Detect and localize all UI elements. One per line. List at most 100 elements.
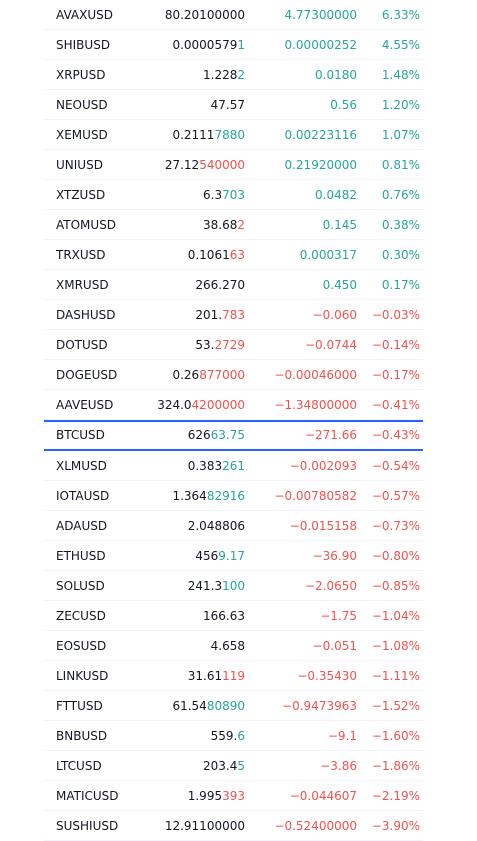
symbol-name: BNBUSD bbox=[56, 729, 108, 743]
watchlist-row-dashusd[interactable]: DASHUSD 201.783 −0.060 −0.03% bbox=[44, 300, 423, 330]
change-percent: −2.19% bbox=[371, 789, 420, 803]
last-price-base: 0.1061 bbox=[187, 248, 230, 262]
change-value: 0.00000252 bbox=[284, 38, 357, 52]
watchlist-row-xlmusd[interactable]: XLMUSD 0.383261 −0.002093 −0.54% bbox=[44, 451, 423, 481]
last-price: 1.36482916 bbox=[172, 481, 245, 511]
last-price: 6.3703 bbox=[203, 180, 245, 210]
watchlist-row-uniusd[interactable]: UNIUSD 27.12540000 0.21920000 0.81% bbox=[44, 150, 423, 180]
change-percent: −1.86% bbox=[371, 759, 420, 773]
change-value: 0.0482 bbox=[315, 188, 357, 202]
last-price-base: 266.270 bbox=[195, 278, 245, 292]
change-value: −1.75 bbox=[320, 609, 357, 623]
watchlist-row-avaxusd[interactable]: AVAXUSD 80.20100000 4.77300000 6.33% bbox=[44, 0, 423, 30]
last-price-base: 53. bbox=[195, 338, 215, 352]
symbol-name: LTCUSD bbox=[56, 759, 102, 773]
change-percent: 0.30% bbox=[381, 248, 420, 262]
change-value: −0.002093 bbox=[289, 459, 357, 473]
last-price-base: 0.383 bbox=[187, 459, 223, 473]
symbol-name: LINKUSD bbox=[56, 669, 109, 683]
watchlist-row-dotusd[interactable]: DOTUSD 53.2729 −0.0744 −0.14% bbox=[44, 330, 423, 360]
change-percent: 0.38% bbox=[381, 218, 420, 232]
symbol-name: EOSUSD bbox=[56, 639, 107, 653]
watchlist-row-adausd[interactable]: ADAUSD 2.048806 −0.015158 −0.73% bbox=[44, 511, 423, 541]
watchlist-row-dogeusd[interactable]: DOGEUSD 0.26877000 −0.00046000 −0.17% bbox=[44, 360, 423, 390]
change-percent: 4.55% bbox=[381, 38, 420, 52]
last-price-changed-digits: 4200000 bbox=[191, 398, 245, 412]
last-price-changed-digits: 393 bbox=[222, 789, 245, 803]
last-price-base: 626 bbox=[187, 428, 211, 442]
watchlist-row-linkusd[interactable]: LINKUSD 31.61119 −0.35430 −1.11% bbox=[44, 661, 423, 691]
symbol-name: AVAXUSD bbox=[56, 8, 113, 22]
watchlist-row-xrpusd[interactable]: XRPUSD 1.2282 0.0180 1.48% bbox=[44, 60, 423, 90]
last-price-base: 31.61 bbox=[187, 669, 223, 683]
last-price-base: 559. bbox=[210, 729, 238, 743]
symbol-name: FTTUSD bbox=[56, 699, 103, 713]
change-value: −0.35430 bbox=[297, 669, 357, 683]
watchlist-row-xmrusd[interactable]: XMRUSD 266.270 0.450 0.17% bbox=[44, 270, 423, 300]
watchlist-row-atomusd[interactable]: ATOMUSD 38.682 0.145 0.38% bbox=[44, 210, 423, 240]
watchlist-row-zecusd[interactable]: ZECUSD 166.63 −1.75 −1.04% bbox=[44, 601, 423, 631]
last-price-base: 166.63 bbox=[203, 609, 245, 623]
watchlist-row-aaveusd[interactable]: AAVEUSD 324.04200000 −1.34800000 −0.41% bbox=[44, 390, 423, 420]
change-percent: 1.07% bbox=[381, 128, 420, 142]
last-price-changed-digits: 63 bbox=[229, 248, 245, 262]
symbol-name: MATICUSD bbox=[56, 789, 119, 803]
last-price-base: 61.54 bbox=[172, 699, 207, 713]
change-value: 0.145 bbox=[322, 218, 357, 232]
change-percent: −1.60% bbox=[371, 729, 420, 743]
last-price: 266.270 bbox=[195, 270, 245, 300]
watchlist-row-eosusd[interactable]: EOSUSD 4.658 −0.051 −1.08% bbox=[44, 631, 423, 661]
last-price: 4.658 bbox=[211, 631, 245, 661]
watchlist-row-neousd[interactable]: NEOUSD 47.57 0.56 1.20% bbox=[44, 90, 423, 120]
watchlist-row-solusd[interactable]: SOLUSD 241.3100 −2.0650 −0.85% bbox=[44, 571, 423, 601]
symbol-name: UNIUSD bbox=[56, 158, 103, 172]
last-price-base: 6.3 bbox=[203, 188, 223, 202]
symbol-name: NEOUSD bbox=[56, 98, 108, 112]
last-price-changed-digits: 703 bbox=[222, 188, 245, 202]
watchlist-row-bnbusd[interactable]: BNBUSD 559.6 −9.1 −1.60% bbox=[44, 721, 423, 751]
watchlist-row-xemusd[interactable]: XEMUSD 0.21117880 0.00223116 1.07% bbox=[44, 120, 423, 150]
change-percent: 0.17% bbox=[381, 278, 420, 292]
last-price-changed-digits: 100 bbox=[222, 579, 245, 593]
last-price-base: 12.91100000 bbox=[164, 819, 245, 833]
last-price-base: 203.4 bbox=[203, 759, 238, 773]
symbol-name: SUSHIUSD bbox=[56, 819, 119, 833]
last-price: 0.106163 bbox=[188, 240, 245, 270]
symbol-name: XLMUSD bbox=[56, 459, 107, 473]
watchlist-row-ltcusd[interactable]: LTCUSD 203.45 −3.86 −1.86% bbox=[44, 751, 423, 781]
last-price: 203.45 bbox=[203, 751, 245, 781]
last-price-base: 2.048806 bbox=[187, 519, 245, 533]
change-value: 0.000317 bbox=[299, 248, 357, 262]
last-price-base: 4.658 bbox=[210, 639, 245, 653]
change-value: −9.1 bbox=[327, 729, 357, 743]
last-price: 0.383261 bbox=[188, 451, 245, 481]
symbol-name: ZECUSD bbox=[56, 609, 106, 623]
change-percent: −0.57% bbox=[371, 489, 420, 503]
watchlist-row-btcusd[interactable]: BTCUSD 62663.75 −271.66 −0.43% bbox=[44, 420, 423, 451]
change-percent: −0.54% bbox=[371, 459, 420, 473]
last-price: 53.2729 bbox=[195, 330, 245, 360]
last-price: 31.61119 bbox=[188, 661, 245, 691]
last-price: 0.00005791 bbox=[172, 30, 245, 60]
symbol-name: SOLUSD bbox=[56, 579, 105, 593]
change-percent: −0.14% bbox=[371, 338, 420, 352]
change-value: −0.060 bbox=[312, 308, 357, 322]
last-price: 241.3100 bbox=[188, 571, 245, 601]
change-percent: −1.11% bbox=[371, 669, 420, 683]
watchlist-row-shibusd[interactable]: SHIBUSD 0.00005791 0.00000252 4.55% bbox=[44, 30, 423, 60]
watchlist-row-maticusd[interactable]: MATICUSD 1.995393 −0.044607 −2.19% bbox=[44, 781, 423, 811]
change-value: −0.00046000 bbox=[274, 368, 357, 382]
watchlist-row-xtzusd[interactable]: XTZUSD 6.3703 0.0482 0.76% bbox=[44, 180, 423, 210]
watchlist-row-ethusd[interactable]: ETHUSD 4569.17 −36.90 −0.80% bbox=[44, 541, 423, 571]
watchlist-row-iotausd[interactable]: IOTAUSD 1.36482916 −0.00780582 −0.57% bbox=[44, 481, 423, 511]
symbol-name: IOTAUSD bbox=[56, 489, 110, 503]
last-price-base: 1.228 bbox=[203, 68, 238, 82]
watchlist-row-fttusd[interactable]: FTTUSD 61.5480890 −0.9473963 −1.52% bbox=[44, 691, 423, 721]
last-price-changed-digits: 119 bbox=[222, 669, 245, 683]
change-value: 0.450 bbox=[322, 278, 357, 292]
watchlist-row-sushiusd[interactable]: SUSHIUSD 12.91100000 −0.52400000 −3.90% bbox=[44, 811, 423, 841]
change-percent: −0.80% bbox=[371, 549, 420, 563]
watchlist-row-trxusd[interactable]: TRXUSD 0.106163 0.000317 0.30% bbox=[44, 240, 423, 270]
symbol-name: XMRUSD bbox=[56, 278, 109, 292]
change-value: −0.051 bbox=[312, 639, 357, 653]
